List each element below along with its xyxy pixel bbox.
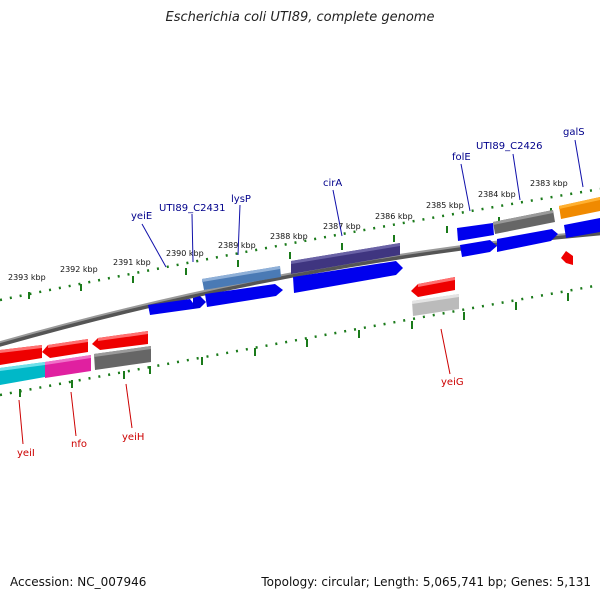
tick-label: 2384 kbp [478, 190, 516, 199]
accession-text: Accession: NC_007946 [10, 575, 147, 589]
gene-label-uti89-c2431: UTI89_C2431 [159, 203, 226, 214]
gene-label-yeie: yeiE [131, 211, 152, 222]
lower-ruler [0, 283, 600, 397]
feature-arrow [42, 339, 88, 358]
gene-label-yeig: yeiG [441, 377, 464, 388]
gene-label-cira: cirA [323, 178, 342, 189]
gene-label-yeih: yeiH [122, 432, 144, 443]
forward-features [148, 197, 600, 315]
gene-label-uti89-c2426: UTI89_C2426 [476, 141, 543, 152]
feature-arrow [205, 284, 283, 307]
gene-label-nfo: nfo [71, 439, 87, 450]
feature-arrow [561, 251, 573, 265]
tick-label: 2392 kbp [60, 265, 98, 274]
gene-label-gals: galS [563, 127, 585, 138]
tick-label: 2391 kbp [113, 258, 151, 267]
feature-arrow [148, 299, 193, 315]
map-title: Escherichia coli UTI89, complete genome [165, 10, 435, 25]
tick-label: 2385 kbp [426, 201, 464, 210]
feature-arrow [457, 223, 494, 241]
tick-label: 2387 kbp [323, 222, 361, 231]
reverse-leaders [18, 328, 451, 445]
feature-arrow [291, 243, 400, 274]
tick-label: 2390 kbp [166, 249, 204, 258]
tick-label: 2393 kbp [8, 273, 46, 282]
feature-arrow [460, 240, 497, 257]
gene-label-lysp: lysP [231, 194, 251, 205]
feature-arrow [493, 210, 555, 234]
feature-arrow [497, 229, 558, 252]
feature-arrow [293, 261, 403, 293]
forward-leaders [141, 139, 584, 268]
tick-label: 2388 kbp [270, 232, 308, 241]
feature-arrow [564, 218, 600, 238]
tick-label: 2389 kbp [218, 241, 256, 250]
topology-text: Topology: circular; Length: 5,065,741 bp… [261, 575, 591, 589]
tick-label: 2383 kbp [530, 179, 568, 188]
tick-label: 2386 kbp [375, 212, 413, 221]
feature-arrow [193, 296, 206, 309]
reverse-features [0, 251, 573, 385]
feature-arrow [559, 197, 600, 219]
gene-label-yeii: yeiI [17, 448, 35, 459]
gene-label-fole: folE [452, 152, 471, 163]
